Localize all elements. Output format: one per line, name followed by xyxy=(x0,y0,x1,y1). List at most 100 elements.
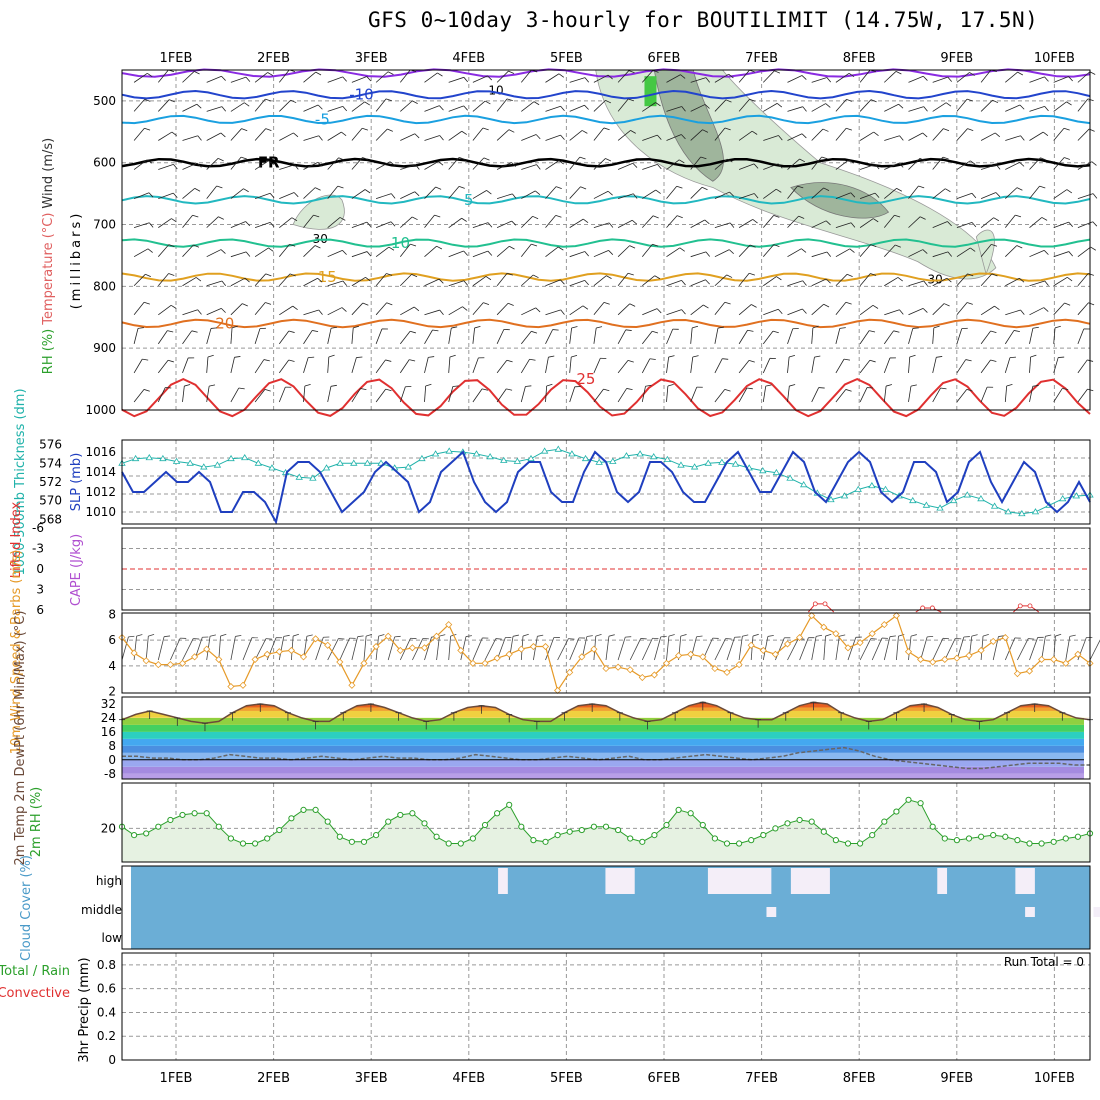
wind-barb xyxy=(1005,187,1023,199)
wind-barb xyxy=(835,248,855,258)
barb-flag xyxy=(147,72,153,78)
barb-flag xyxy=(507,302,514,306)
wind-barb xyxy=(980,243,998,257)
precip-ytick: 0 xyxy=(108,1053,116,1067)
wind-barb xyxy=(666,383,674,402)
wind-barb xyxy=(472,388,488,403)
barb-flag xyxy=(415,164,420,170)
barb-staff xyxy=(133,636,137,661)
barb-staff xyxy=(496,98,508,112)
isotherm-line xyxy=(121,89,1091,100)
wind-barb xyxy=(738,69,756,83)
barb-flag xyxy=(629,245,636,249)
thickness-marker xyxy=(786,474,794,481)
barb-flag xyxy=(1028,638,1035,640)
barb-flag xyxy=(850,192,856,198)
wind-barb xyxy=(1029,217,1048,228)
wind-speed-marker xyxy=(384,632,392,640)
isotherm-label: 5 xyxy=(464,191,474,209)
wind-barb xyxy=(230,303,248,316)
thickness-marker xyxy=(677,461,685,468)
barb-flag xyxy=(425,383,432,387)
barb-flag xyxy=(874,192,880,198)
thickness-marker xyxy=(840,492,849,499)
upper-ytick: 500 xyxy=(93,94,116,108)
wind-barb xyxy=(714,638,732,661)
barb-staff xyxy=(448,356,451,373)
wind-barb xyxy=(303,245,321,257)
barb-staff xyxy=(920,636,928,661)
barb-staff xyxy=(133,302,145,316)
wind-barb xyxy=(545,279,565,287)
barb-flag xyxy=(148,192,154,198)
wind-barb xyxy=(738,219,758,228)
barb-flag xyxy=(318,135,323,141)
barb-flag xyxy=(846,273,853,278)
wind-barb xyxy=(1029,131,1049,141)
wind-barb xyxy=(738,272,755,286)
wind-barb xyxy=(230,325,238,344)
wind-barb xyxy=(351,251,372,258)
barb-staff xyxy=(351,276,366,287)
barb-staff xyxy=(157,387,166,403)
barb-staff xyxy=(399,243,411,257)
wind-barb xyxy=(738,163,759,170)
wind-barb xyxy=(1053,325,1061,344)
barb-flag xyxy=(814,355,821,358)
thickness-marker xyxy=(213,461,222,468)
barb-flag xyxy=(1020,309,1025,315)
wind-barb xyxy=(206,185,223,199)
wind-speed-marker xyxy=(977,646,985,654)
wind-barb xyxy=(545,246,564,258)
barb-staff xyxy=(472,388,483,403)
wind-barb xyxy=(762,384,772,403)
barb-staff xyxy=(811,251,828,258)
wind-barb xyxy=(424,356,435,374)
barb-staff xyxy=(520,359,530,374)
barb-staff xyxy=(859,69,871,83)
barb-staff xyxy=(1005,277,1020,287)
barb-staff xyxy=(521,164,537,170)
barb-staff xyxy=(884,135,900,141)
wind-barb xyxy=(400,273,418,287)
barb-flag xyxy=(753,193,759,199)
barb-flag xyxy=(548,355,555,358)
wind-barb xyxy=(666,134,686,141)
barb-staff xyxy=(1053,636,1056,661)
barb-flag xyxy=(705,251,711,257)
barb-flag xyxy=(439,105,444,111)
barb-staff xyxy=(617,245,630,257)
wind-barb xyxy=(327,307,347,316)
barb-staff xyxy=(666,328,674,345)
barb-staff xyxy=(1053,157,1065,170)
wind-barb xyxy=(545,186,562,199)
wind-barb xyxy=(1029,307,1049,316)
barb-flag xyxy=(192,214,199,218)
barb-staff xyxy=(545,215,557,228)
thickness-marker xyxy=(500,456,508,463)
wind-barb xyxy=(133,248,153,258)
top-date-label: 1FEB xyxy=(160,51,193,66)
wind-barb xyxy=(279,273,296,287)
barb-staff xyxy=(641,244,653,257)
barb-flag xyxy=(560,134,565,140)
wind-speed-marker xyxy=(372,642,380,651)
barb-staff xyxy=(1005,71,1018,83)
barb-staff xyxy=(133,248,149,258)
barb-staff xyxy=(1053,388,1063,403)
barb-staff xyxy=(883,386,887,403)
barb-staff xyxy=(738,387,748,403)
rh-marker xyxy=(409,810,416,817)
rh-marker xyxy=(1026,840,1033,847)
barb-flag xyxy=(971,193,977,199)
wind-barb xyxy=(811,325,819,344)
barb-staff xyxy=(762,636,769,661)
barb-staff xyxy=(206,158,219,170)
wind-speed-marker xyxy=(299,653,308,661)
thickness-marker xyxy=(772,468,781,476)
wind-barb xyxy=(956,72,975,83)
barb-flag xyxy=(546,383,553,387)
wind-barb xyxy=(811,187,830,199)
barb-flag xyxy=(414,191,420,197)
wind-barb xyxy=(291,633,299,661)
